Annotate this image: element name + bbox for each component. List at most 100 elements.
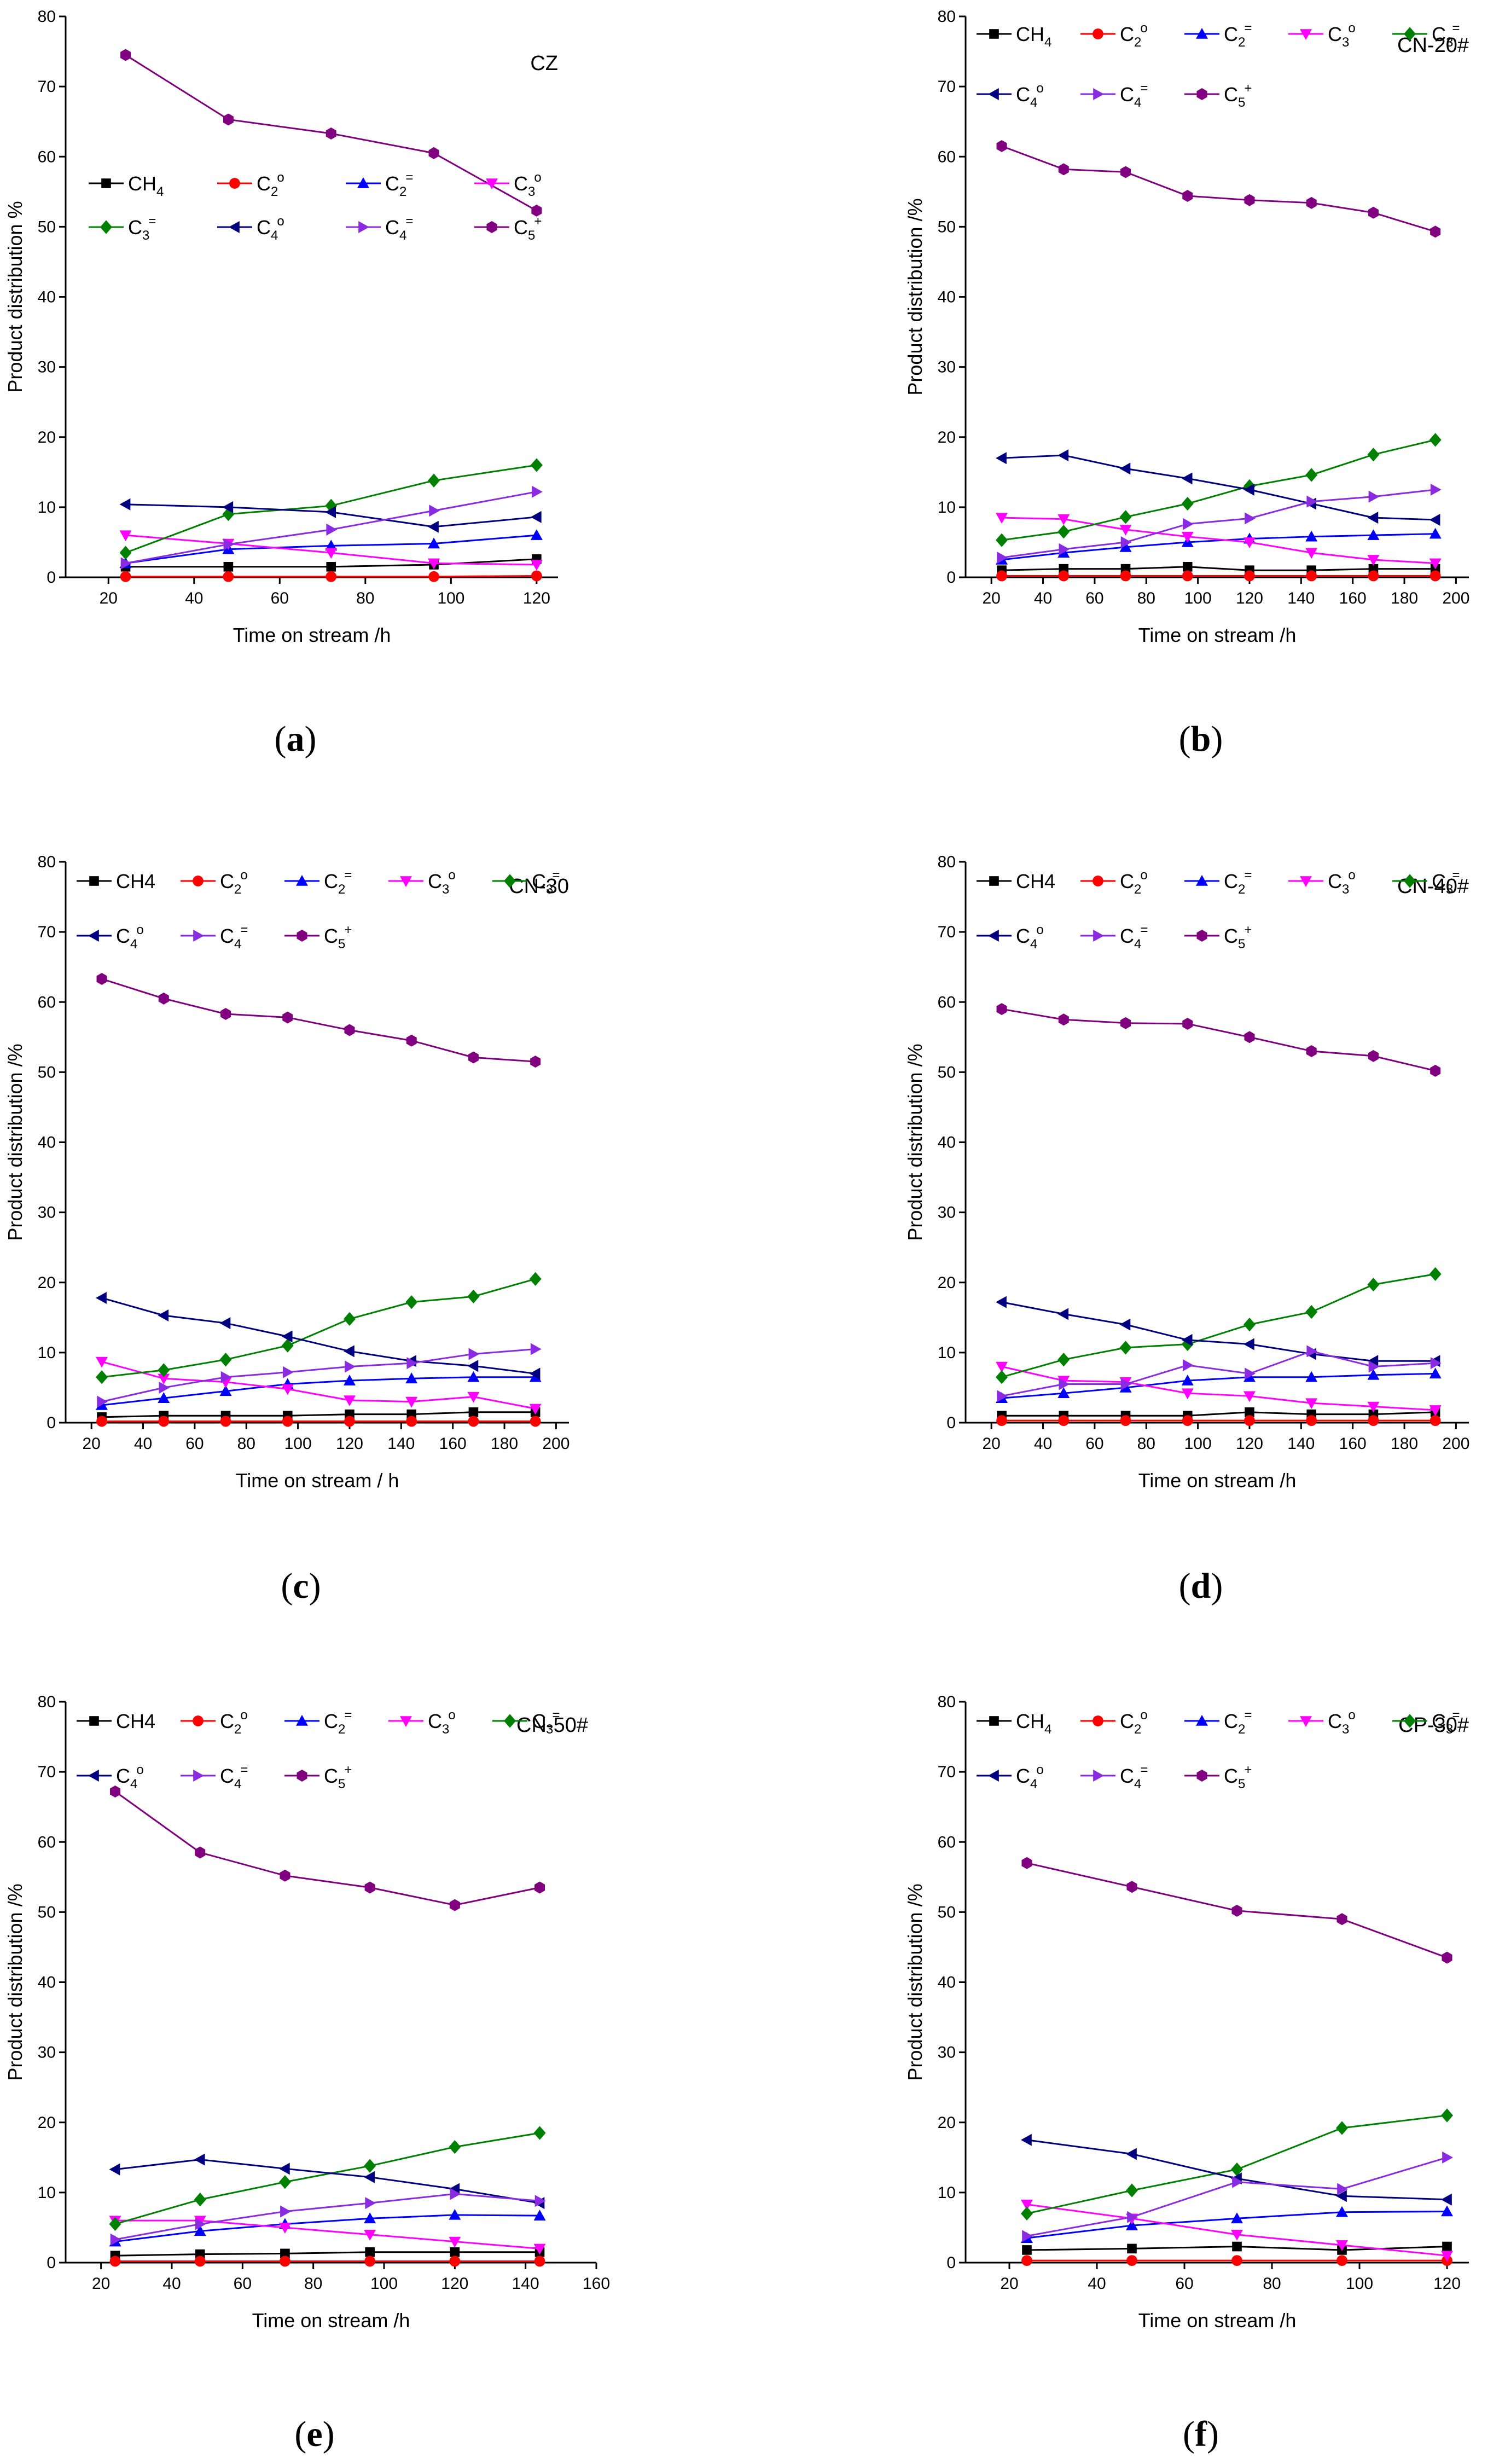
data-point bbox=[281, 1384, 294, 1395]
data-point bbox=[281, 1338, 294, 1353]
y-tick-label: 30 bbox=[38, 2044, 56, 2062]
legend-marker bbox=[1196, 930, 1207, 942]
data-point bbox=[1336, 2206, 1348, 2217]
legend-item-label: C4= bbox=[220, 1763, 248, 1792]
y-tick-label: 10 bbox=[38, 1344, 56, 1362]
legend-marker bbox=[229, 221, 240, 233]
legend-marker bbox=[504, 1714, 516, 1728]
legend-marker bbox=[193, 1715, 204, 1726]
legend-marker bbox=[486, 178, 498, 189]
series-C2° bbox=[996, 1415, 1441, 1427]
x-tick-label: 60 bbox=[1085, 589, 1103, 607]
data-point bbox=[1367, 1401, 1380, 1413]
data-point bbox=[1336, 2240, 1348, 2251]
chart-panel-e: 0 10 20 30 40 50 60 70 80 20 40 60 80 100 120 140 160 Tim… bbox=[4, 1693, 610, 2454]
x-tick-label: 160 bbox=[1339, 589, 1367, 607]
data-point bbox=[280, 2205, 291, 2218]
data-point bbox=[282, 1366, 294, 1378]
series-line bbox=[1001, 1366, 1436, 1411]
data-point bbox=[158, 1309, 169, 1321]
legend-marker bbox=[296, 1715, 308, 1726]
series-line bbox=[115, 2219, 540, 2250]
data-point bbox=[529, 1272, 542, 1286]
x-tick-label: 40 bbox=[1088, 2275, 1106, 2293]
data-point bbox=[1430, 483, 1442, 496]
data-point bbox=[1120, 1378, 1132, 1390]
data-point bbox=[1057, 1308, 1069, 1320]
series-C5+ bbox=[996, 140, 1441, 238]
y-tick-label: 10 bbox=[938, 498, 956, 517]
data-point bbox=[1305, 548, 1318, 559]
data-point bbox=[120, 557, 132, 570]
series-C4° bbox=[119, 498, 542, 533]
data-point bbox=[1305, 1398, 1318, 1410]
series-line bbox=[114, 1790, 540, 1906]
y-tick-label: 60 bbox=[938, 993, 956, 1011]
data-point bbox=[1181, 1334, 1193, 1346]
series-C4= bbox=[997, 1345, 1442, 1402]
x-tick-label: 20 bbox=[982, 589, 1000, 607]
legend-marker bbox=[297, 1770, 307, 1782]
x-tick-label: 20 bbox=[982, 1435, 1000, 1453]
series-C3= bbox=[996, 1267, 1442, 1384]
x-tick-label: 180 bbox=[1391, 1435, 1418, 1453]
y-tick-label: 50 bbox=[938, 1063, 956, 1081]
panel-caption: (b) bbox=[1179, 719, 1223, 759]
data-point bbox=[1181, 496, 1194, 511]
panel-caption: (f) bbox=[1183, 2414, 1219, 2454]
data-point bbox=[1429, 1367, 1442, 1379]
x-tick-label: 40 bbox=[162, 2275, 181, 2293]
data-point bbox=[1441, 2251, 1453, 2262]
x-axis-title: Time on stream /h bbox=[1138, 1469, 1297, 1492]
data-point bbox=[343, 1375, 356, 1385]
series-line bbox=[115, 2159, 540, 2204]
data-point bbox=[364, 2171, 375, 2183]
data-point bbox=[996, 140, 1007, 153]
data-point bbox=[405, 1372, 418, 1384]
data-point bbox=[1429, 1405, 1442, 1416]
data-point bbox=[1305, 1305, 1318, 1319]
x-tick-label: 20 bbox=[1000, 2275, 1018, 2293]
data-point bbox=[1120, 1415, 1131, 1427]
y-tick-label: 80 bbox=[38, 1693, 56, 1711]
data-point bbox=[1336, 2190, 1347, 2202]
y-tick-label: 60 bbox=[938, 148, 956, 166]
legend-item-label: C3= bbox=[1432, 1708, 1460, 1737]
data-point bbox=[1059, 1378, 1070, 1390]
x-tick-label: 140 bbox=[1287, 1435, 1315, 1453]
data-point bbox=[531, 570, 542, 582]
data-point bbox=[467, 1360, 479, 1372]
data-point bbox=[1057, 525, 1070, 539]
legend-marker bbox=[1093, 1770, 1104, 1782]
data-point bbox=[194, 2193, 206, 2207]
data-point bbox=[1119, 525, 1132, 536]
legend: CH4 C2o C2= C3o C3= C4o C4= C5+ bbox=[77, 1708, 560, 1792]
data-point bbox=[1429, 1267, 1442, 1282]
data-point bbox=[996, 1415, 1007, 1427]
legend-marker bbox=[486, 221, 497, 233]
data-point bbox=[1231, 2229, 1243, 2241]
legend-item-label: C2= bbox=[1224, 1708, 1252, 1737]
data-point bbox=[1306, 1345, 1318, 1358]
data-point bbox=[344, 1024, 355, 1036]
data-point bbox=[282, 1416, 293, 1427]
data-point bbox=[449, 1899, 460, 1911]
data-point bbox=[1429, 513, 1440, 526]
data-point bbox=[1181, 472, 1193, 485]
legend-item-label: C2= bbox=[1224, 868, 1252, 897]
series-line bbox=[101, 978, 536, 1063]
x-tick-label: 180 bbox=[491, 1435, 518, 1453]
legend-item-label: C2o bbox=[1120, 21, 1148, 50]
data-point bbox=[280, 2256, 290, 2267]
legend-marker bbox=[988, 1770, 999, 1782]
x-tick-label: 100 bbox=[1184, 1435, 1212, 1453]
data-point bbox=[1243, 1317, 1256, 1332]
x-tick-label: 80 bbox=[1137, 1435, 1155, 1453]
data-point bbox=[996, 570, 1007, 582]
data-point bbox=[158, 1373, 170, 1385]
data-point bbox=[1245, 512, 1256, 525]
x-axis-title: Time on stream /h bbox=[1138, 624, 1297, 646]
data-point bbox=[280, 1869, 290, 1882]
legend-item-label: C2o bbox=[220, 868, 248, 897]
series-line bbox=[101, 1297, 536, 1375]
